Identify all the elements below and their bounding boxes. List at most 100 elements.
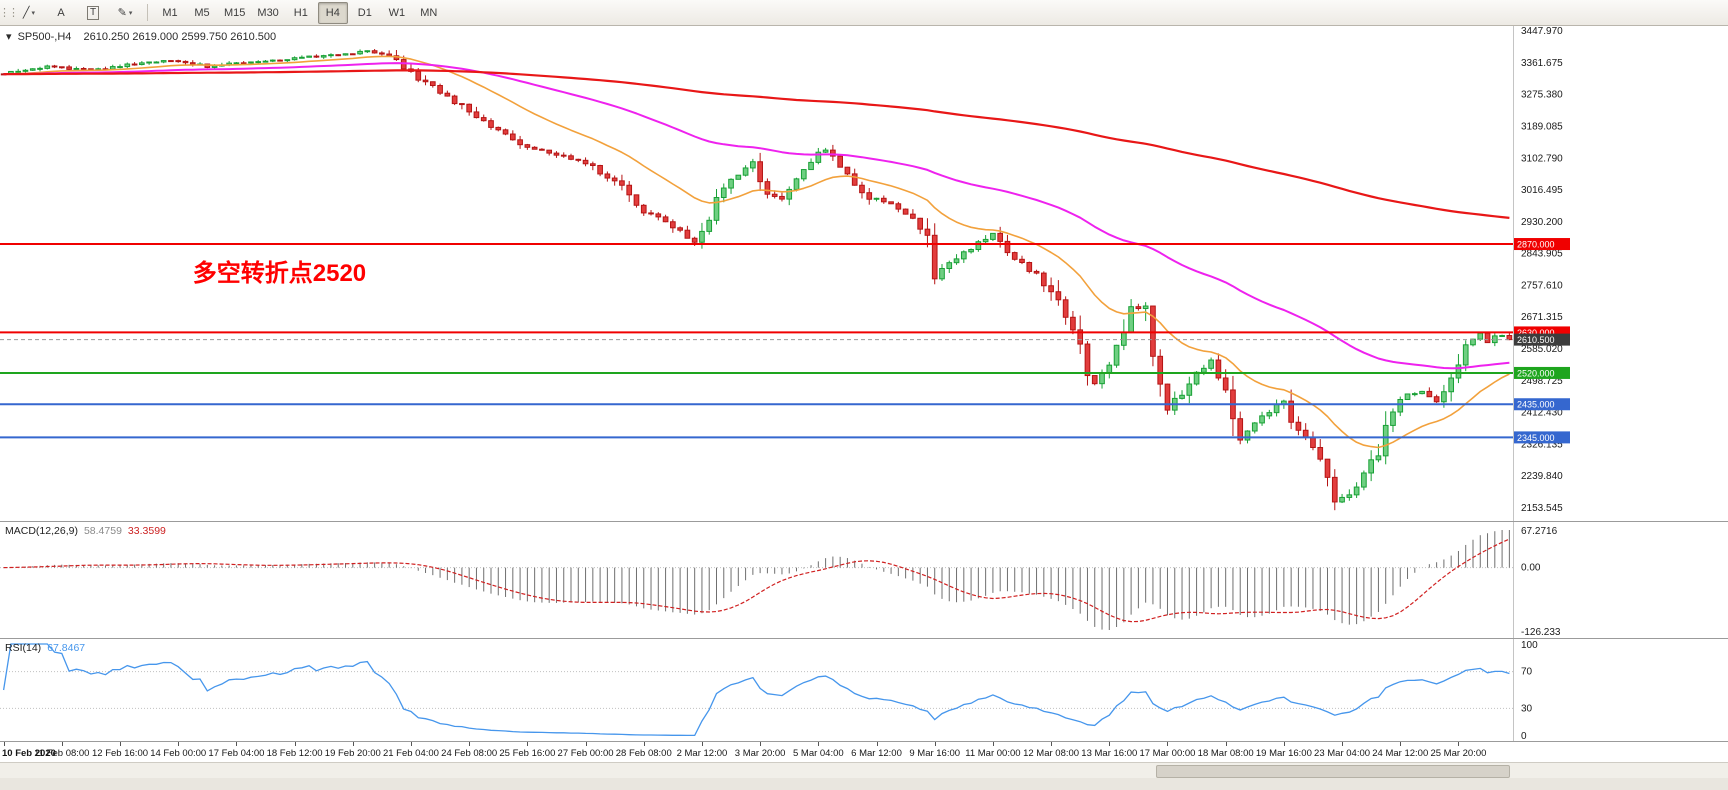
svg-text:2435.000: 2435.000 [1517,400,1555,410]
timeframe-button-m1[interactable]: M1 [162,6,178,19]
time-axis-label: 18 Feb 12:00 [266,748,323,759]
macd-indicator-panel[interactable]: MACD(12,26,9) 58.4759 33.3599 67.2716 0.00 -… [0,521,1728,638]
line-studies-tool-icon: ╱ [22,7,30,19]
timeframe-button-m5[interactable]: M5 [194,6,210,19]
time-axis-tick [120,742,122,746]
time-axis-label: 24 Mar 12:00 [1372,748,1429,759]
time-axis-label: 12 Feb 16:00 [92,748,149,759]
rsi-label: RSI(14) 67.8467 [5,642,91,654]
rsi-value: 67.8467 [47,642,86,654]
time-axis-label: 11 Mar 00:00 [965,748,1021,759]
svg-text:2153.545: 2153.545 [1521,503,1563,514]
dropdown-caret-icon[interactable]: ▾ [31,9,36,17]
time-axis-label: 5 Mar 04:00 [792,748,844,759]
svg-text:2610.500: 2610.500 [1517,335,1555,345]
time-axis-label: 12 Mar 08:00 [1023,748,1080,759]
macd-histogram [10,530,1510,630]
expand-arrow-icon[interactable]: ▾ [6,31,12,43]
rsi-axis-label: 100 [1521,640,1538,651]
text-label-tool-icon: T [86,5,100,20]
price-axis[interactable]: 3447.970 3361.675 3275.380 3189.085 3102.790… [1521,26,1563,514]
arrow-text-tool-button[interactable]: A [46,2,76,24]
timeframe-button-m30[interactable]: M30 [257,6,279,19]
time-axis-label: 23 Mar 04:00 [1314,748,1371,759]
svg-text:2585.020: 2585.020 [1521,344,1563,355]
time-axis-tick [178,742,180,746]
timeframe-button-d1[interactable]: D1 [357,6,372,19]
svg-text:3447.970: 3447.970 [1521,26,1563,37]
svg-text:3102.790: 3102.790 [1521,153,1563,164]
time-axis-label: 2 Mar 12:00 [676,748,728,759]
horizontal-level-lines[interactable] [0,243,1513,439]
time-axis-tick [410,742,412,746]
rsi-line [2,643,1510,737]
time-axis-tick [61,742,63,746]
time-axis-tick [992,742,994,746]
svg-text:2757.610: 2757.610 [1521,280,1563,291]
time-axis-label: 25 Mar 20:00 [1430,748,1487,759]
ma-slow-line [3,69,1510,219]
chart-ohlc-readout: 2610.250 2619.000 2599.750 2610.500 [83,31,277,43]
macd-signal-line [3,538,1510,623]
time-axis-label: 19 Mar 16:00 [1255,748,1312,759]
rsi-chart-svg[interactable]: 100 70 30 0 [0,639,1728,741]
time-axis-label: 27 Feb 00:00 [557,748,614,759]
chart-symbol-period: SP500-,H4 [17,31,72,43]
toolbar-grip-handle[interactable]: ⋮⋮ [0,7,19,19]
time-axis-label: 25 Feb 16:00 [499,748,556,759]
window-bottom-edge [0,778,1728,790]
time-axis-label: 18 Mar 08:00 [1197,748,1254,759]
rsi-axis-label: 30 [1521,703,1533,714]
time-axis-tick [818,742,820,746]
svg-text:3361.675: 3361.675 [1521,58,1563,69]
time-axis-label: 17 Feb 04:00 [208,748,265,759]
ma-fast-line [3,55,1510,449]
timeframe-button-w1[interactable]: W1 [388,6,406,19]
timeframe-button-m15[interactable]: M15 [224,6,246,19]
dropdown-caret-icon[interactable]: ▾ [128,9,133,17]
rsi-indicator-panel[interactable]: RSI(14) 67.8467 100 70 30 0 [0,638,1728,741]
time-axis-tick [701,742,703,746]
time-axis-tick [1458,742,1460,746]
time-axis-tick [643,742,645,746]
toolbar-separator [147,4,148,21]
svg-text:2498.725: 2498.725 [1521,376,1563,387]
line-studies-tool-button[interactable]: ╱ ▾ [14,2,44,24]
macd-label: MACD(12,26,9) 58.4759 33.3599 [5,525,172,537]
timeframes-toolbar: M1 M5 M15 M30 H1 H4 D1 W1 MN [154,1,445,24]
macd-name: MACD(12,26,9) [5,525,78,537]
timeframe-button-h1[interactable]: H1 [293,6,308,19]
svg-text:3189.085: 3189.085 [1521,122,1563,133]
time-axis-tick [1109,742,1111,746]
macd-chart-svg[interactable]: 67.2716 0.00 -126.233 [0,522,1728,638]
ma-mid-line [3,62,1510,370]
price-chart-panel[interactable]: ▾ SP500-,H4 2610.250 2619.000 2599.750 2… [0,26,1728,521]
scrollbar-thumb[interactable] [1156,765,1510,778]
macd-axis-top: 67.2716 [1521,526,1558,537]
chart-header: ▾ SP500-,H4 2610.250 2619.000 2599.750 2… [6,30,276,43]
arrow-text-tool-icon: A [57,6,65,19]
svg-text:2671.315: 2671.315 [1521,312,1563,323]
time-axis-label: 19 Feb 20:00 [324,748,381,759]
svg-text:3275.380: 3275.380 [1521,90,1563,101]
time-axis-tick [469,742,471,746]
text-label-tool-button[interactable]: T [78,2,108,24]
horizontal-scrollbar[interactable] [0,762,1728,778]
chart-annotation[interactable]: 多空转折点2520 [193,259,366,287]
svg-text:2239.840: 2239.840 [1521,471,1563,482]
macd-signal-value: 33.3599 [127,525,166,537]
timeframe-button-mn[interactable]: MN [420,6,438,19]
time-axis[interactable]: 10 Feb 2020 11 Feb 08:00 12 Feb 16:00 14 Fe… [0,741,1728,762]
timeframe-button-h4[interactable]: H4 [317,1,348,24]
rsi-axis-label: 70 [1521,667,1533,678]
svg-text:2345.000: 2345.000 [1517,433,1555,443]
time-axis-tick [527,742,529,746]
main-chart-svg[interactable]: 3447.970 3361.675 3275.380 3189.085 3102.790… [0,26,1728,521]
drawing-tool-button[interactable]: ✎ ▾ [110,2,140,24]
svg-text:2412.430: 2412.430 [1521,408,1563,419]
macd-main-value: 58.4759 [83,525,122,537]
time-axis-tick [1225,742,1227,746]
time-axis-tick [294,742,296,746]
macd-axis-bottom: -126.233 [1521,627,1561,638]
